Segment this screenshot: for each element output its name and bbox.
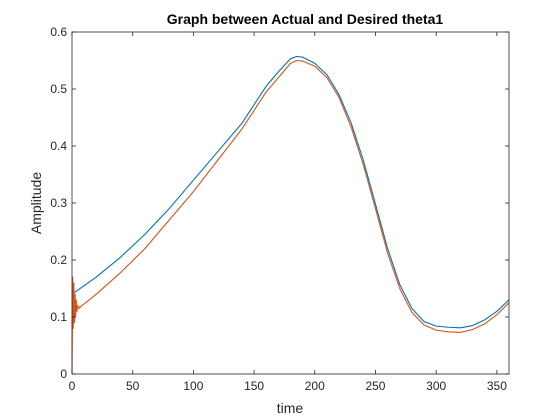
x-tick-label: 0	[69, 379, 76, 393]
y-tick-label: 0.3	[50, 196, 67, 210]
y-tick-label: 0.2	[50, 253, 67, 267]
x-tick-label: 50	[126, 379, 140, 393]
x-tick-label: 200	[305, 379, 325, 393]
y-tick-label: 0.6	[50, 25, 67, 39]
x-tick-label: 150	[244, 379, 264, 393]
x-tick-label: 300	[426, 379, 446, 393]
x-axis-label: time	[277, 400, 304, 416]
y-tick-label: 0.5	[50, 82, 67, 96]
x-tick-label: 350	[487, 379, 507, 393]
y-tick-label: 0	[60, 367, 67, 381]
x-tick-label: 250	[365, 379, 385, 393]
y-axis-label: Amplitude	[28, 172, 44, 234]
plot-area	[72, 32, 509, 374]
chart-title: Graph between Actual and Desired theta1	[167, 11, 444, 27]
y-tick-label: 0.4	[50, 139, 67, 153]
y-tick-label: 0.1	[50, 310, 67, 324]
x-tick-label: 100	[183, 379, 203, 393]
